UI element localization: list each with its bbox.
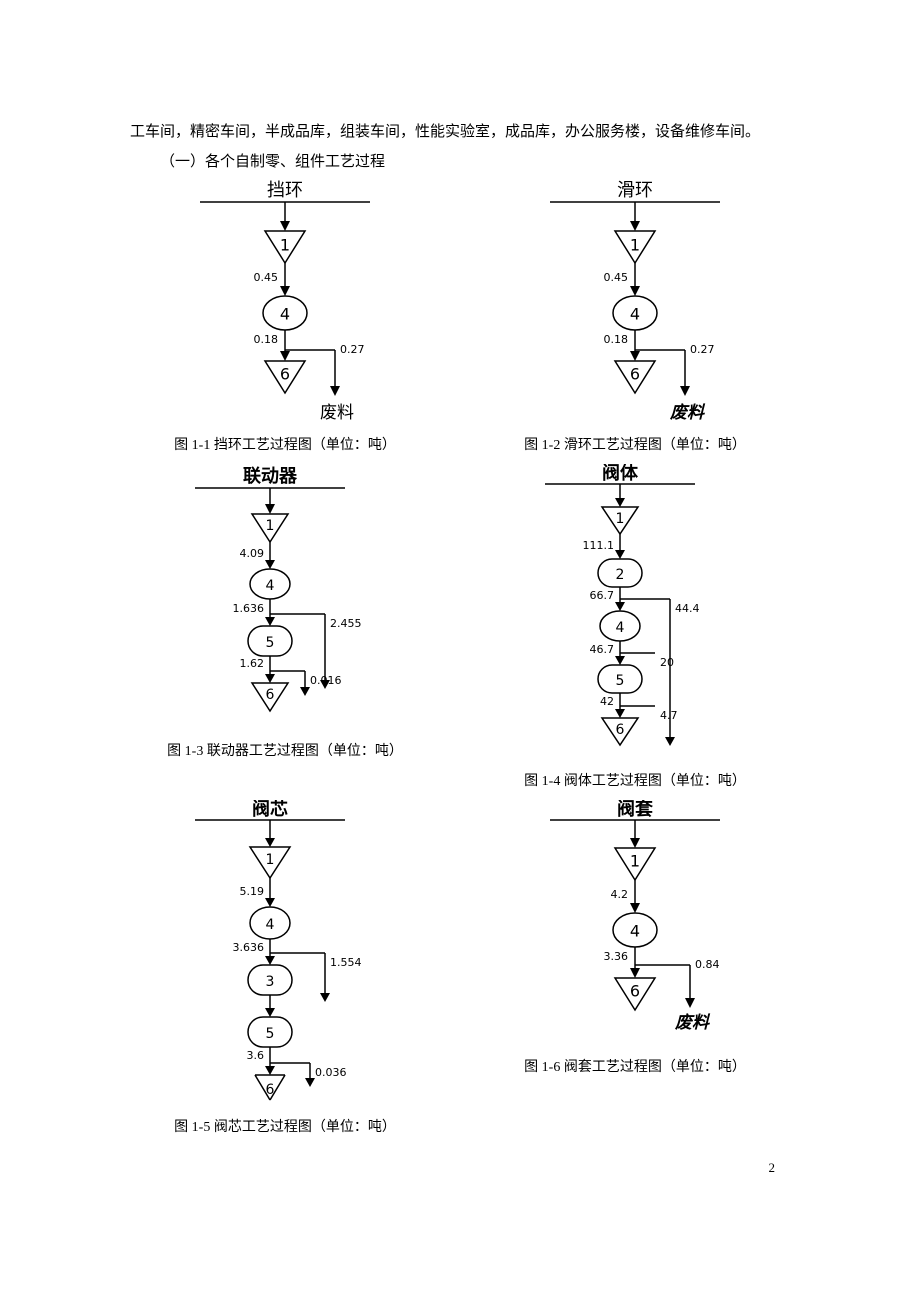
waste-label: 废料 xyxy=(669,403,706,422)
value-label: 1.636 xyxy=(233,602,265,615)
value-label: 0.18 xyxy=(604,333,629,346)
value-label: 111.1 xyxy=(583,539,615,552)
flow-node-label: 6 xyxy=(630,982,640,1001)
diagram-row-2: 联动器 1 4.09 4 1.636 2.455 xyxy=(130,464,790,800)
value-label: 0.45 xyxy=(254,271,279,284)
value-label: 44.4 xyxy=(675,602,700,615)
diagram-1-1: 挡环 1 0.45 4 0.18 xyxy=(130,178,440,464)
value-label: 3.6 xyxy=(247,1049,265,1062)
value-label: 20 xyxy=(660,656,674,669)
value-label: 2.455 xyxy=(330,617,362,630)
diagram-row-1: 挡环 1 0.45 4 0.18 xyxy=(130,178,790,464)
flow-node-label: 5 xyxy=(266,635,275,651)
page-number: 2 xyxy=(769,1160,776,1176)
waste-label: 废料 xyxy=(674,1013,711,1032)
diagram-title: 阀体 xyxy=(602,464,639,483)
diagram-1-4: 阀体 1 111.1 2 66.7 44.4 xyxy=(480,464,790,800)
flow-node-label: 1 xyxy=(266,852,275,868)
value-label: 42 xyxy=(600,695,614,708)
value-label: 3.636 xyxy=(233,941,265,954)
flow-node-label: 6 xyxy=(630,365,640,384)
value-label: 0.27 xyxy=(340,343,365,356)
caption-1-6: 图 1-6 阀套工艺过程图（单位：吨） xyxy=(524,1056,746,1076)
diagram-title: 挡环 xyxy=(267,180,303,200)
waste-label: 废料 xyxy=(320,403,354,422)
flow-node-label: 1 xyxy=(266,518,275,534)
flow-node-label: 4 xyxy=(266,578,275,594)
caption-1-3: 图 1-3 联动器工艺过程图（单位：吨） xyxy=(167,740,403,760)
flow-node-label: 5 xyxy=(616,673,625,689)
flow-node-label: 4 xyxy=(266,917,275,933)
diagram-1-5: 阀芯 1 5.19 4 3.636 1.554 xyxy=(130,800,440,1146)
flow-node-label: 6 xyxy=(266,687,275,703)
value-label: 4.7 xyxy=(660,709,678,722)
body-text: 工车间，精密车间，半成品库，组装车间，性能实验室，成品库，办公服务楼，设备维修车… xyxy=(130,120,790,144)
value-label: 66.7 xyxy=(590,589,615,602)
value-label: 4.09 xyxy=(240,547,265,560)
caption-1-4: 图 1-4 阀体工艺过程图（单位：吨） xyxy=(524,770,746,790)
value-label: 0.016 xyxy=(310,674,342,687)
diagram-row-3: 阀芯 1 5.19 4 3.636 1.554 xyxy=(130,800,790,1146)
value-label: 5.19 xyxy=(240,885,265,898)
flow-node-label: 1 xyxy=(616,511,625,527)
flow-node-label: 3 xyxy=(266,974,275,990)
flow-node-label: 4 xyxy=(280,305,290,324)
value-label: 1.62 xyxy=(240,657,265,670)
value-label: 0.036 xyxy=(315,1066,347,1079)
value-label: 0.27 xyxy=(690,343,715,356)
diagram-1-6: 阀套 1 4.2 4 3.36 0.84 6 废料 xyxy=(480,800,790,1086)
value-label: 46.7 xyxy=(590,643,615,656)
diagram-1-3: 联动器 1 4.09 4 1.636 2.455 xyxy=(130,464,440,770)
flow-node-label: 4 xyxy=(630,305,640,324)
flow-node-label: 4 xyxy=(630,922,640,941)
diagram-title: 联动器 xyxy=(243,466,298,486)
value-label: 4.2 xyxy=(611,888,629,901)
flow-node-label: 6 xyxy=(616,722,625,738)
caption-1-1: 图 1-1 挡环工艺过程图（单位：吨） xyxy=(174,434,396,454)
diagram-title: 滑环 xyxy=(617,180,653,200)
flow-node-label: 1 xyxy=(630,236,640,255)
value-label: 1.554 xyxy=(330,956,362,969)
diagram-1-2: 滑环 1 0.45 4 0.18 0.27 6 废料 xyxy=(480,178,790,464)
caption-1-2: 图 1-2 滑环工艺过程图（单位：吨） xyxy=(524,434,746,454)
flow-node-label: 2 xyxy=(616,567,625,583)
diagram-title: 阀芯 xyxy=(252,800,288,819)
flow-node-label: 5 xyxy=(266,1026,275,1042)
value-label: 3.36 xyxy=(604,950,629,963)
diagram-title: 阀套 xyxy=(617,800,653,819)
flow-node-label: 1 xyxy=(280,236,290,255)
value-label: 0.18 xyxy=(254,333,279,346)
section-title: （一）各个自制零、组件工艺过程 xyxy=(130,150,790,174)
flow-node-label: 1 xyxy=(630,852,640,871)
flow-node-label: 6 xyxy=(280,365,290,384)
caption-1-5: 图 1-5 阀芯工艺过程图（单位：吨） xyxy=(174,1116,396,1136)
value-label: 0.45 xyxy=(604,271,629,284)
value-label: 0.84 xyxy=(695,958,720,971)
flow-node-label: 4 xyxy=(616,620,625,636)
